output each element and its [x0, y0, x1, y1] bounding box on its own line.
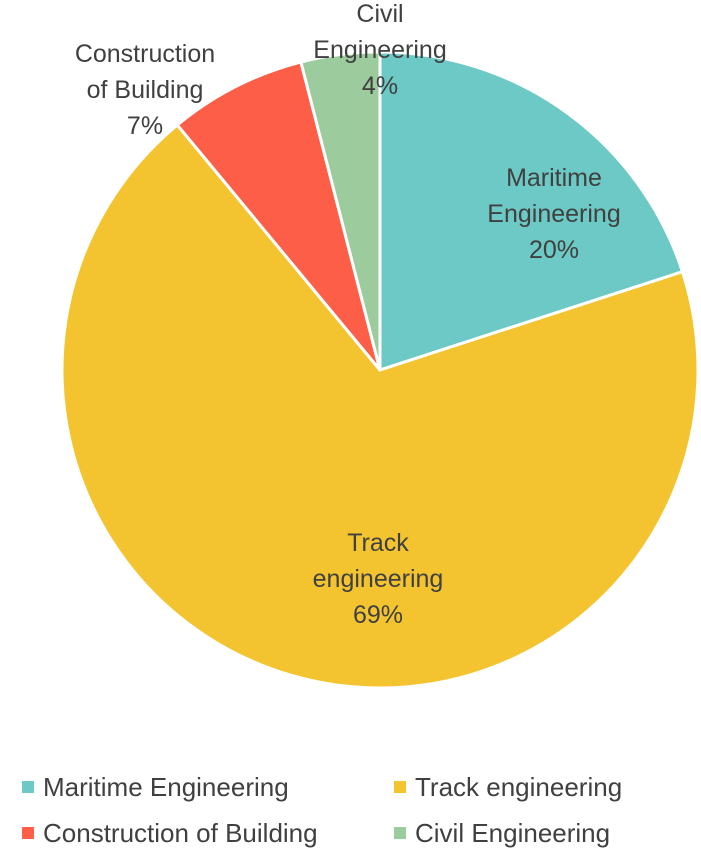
data-label-line: Track — [347, 529, 409, 557]
pie-slice-track-engineering — [60, 123, 700, 690]
legend-item-construction-of-building: Construction of Building — [22, 818, 318, 848]
legend-swatch — [394, 827, 406, 839]
pie-slice-maritime-engineering — [378, 50, 684, 372]
data-label-line: Civil — [356, 0, 403, 28]
legend-item-track-engineering: Track engineering — [394, 772, 622, 802]
data-label-percent: 4% — [362, 72, 398, 100]
data-label-line: Engineering — [487, 200, 620, 228]
legend: Maritime Engineering Track engineering Con… — [22, 772, 622, 848]
legend-item-maritime-engineering: Maritime Engineering — [22, 772, 289, 802]
data-label-percent: 69% — [353, 601, 403, 629]
data-label-line: engineering — [313, 565, 444, 593]
pie-slice-construction-of-building — [175, 60, 382, 372]
data-labels-layer: Maritime Engineering 20% Track engineering 69… — [75, 0, 621, 629]
legend-label: Maritime Engineering — [43, 772, 289, 802]
data-label-construction-of-building: Construction of Building 7% — [75, 40, 215, 140]
legend-swatch — [22, 827, 34, 839]
data-label-percent: 7% — [127, 112, 163, 140]
data-label-line: of Building — [87, 76, 204, 104]
legend-label: Construction of Building — [43, 818, 318, 848]
legend-label: Civil Engineering — [415, 818, 610, 848]
data-label-track-engineering: Track engineering 69% — [313, 529, 444, 629]
data-label-civil-engineering: Civil Engineering 4% — [313, 0, 446, 100]
data-label-percent: 20% — [529, 236, 579, 264]
legend-swatch — [22, 781, 34, 793]
legend-swatch — [394, 781, 406, 793]
data-label-line: Construction — [75, 40, 215, 68]
data-label-maritime-engineering: Maritime Engineering 20% — [487, 164, 620, 264]
pie-slice-civil-engineering — [299, 50, 382, 372]
legend-item-civil-engineering: Civil Engineering — [394, 818, 610, 848]
legend-label: Track engineering — [415, 772, 622, 802]
data-label-line: Maritime — [506, 164, 602, 192]
slices-layer — [60, 50, 700, 690]
data-label-line: Engineering — [313, 36, 446, 64]
